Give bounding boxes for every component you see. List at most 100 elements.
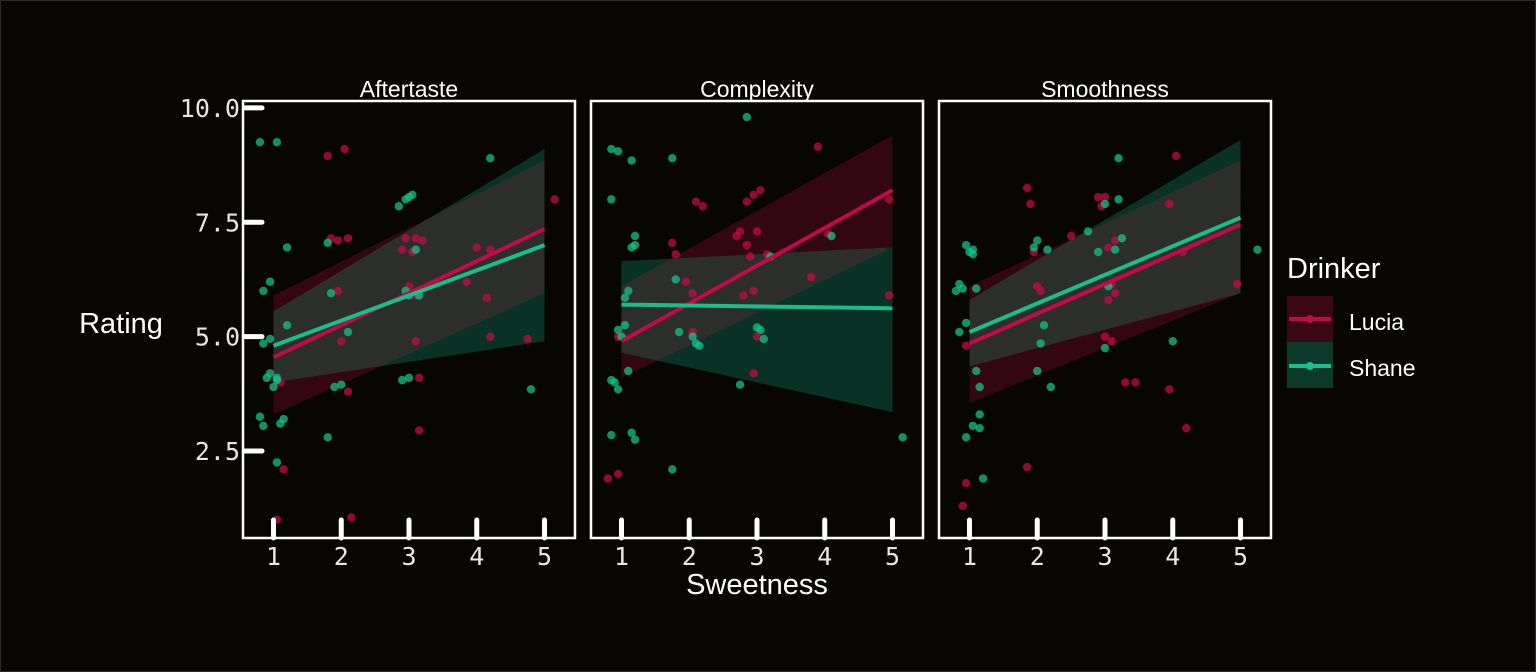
data-point-shane [695, 341, 704, 351]
legend-dot-lucia [1306, 315, 1314, 323]
data-point-lucia [749, 369, 758, 378]
y-tick-label: 10.0 [180, 94, 240, 123]
facet-title: Smoothness [1041, 76, 1169, 102]
legend: Drinker Lucia Shane [1287, 253, 1416, 388]
data-point-shane [323, 433, 332, 442]
data-point-shane [898, 433, 907, 442]
data-point-lucia [418, 236, 427, 245]
data-point-shane [674, 327, 684, 337]
data-point-shane [627, 428, 636, 437]
x-tick-label: 4 [1165, 542, 1180, 571]
data-point-shane [630, 240, 640, 250]
data-point-shane [265, 334, 275, 344]
data-point-shane [972, 366, 981, 376]
data-point-lucia [742, 197, 752, 206]
panel-smoothness: Smoothness 1 2 3 4 5 [937, 76, 1273, 571]
data-point-shane [735, 380, 745, 389]
data-point-lucia [472, 243, 481, 252]
x-tick-label: 2 [334, 542, 349, 571]
x-tick-label: 4 [817, 542, 832, 571]
data-point-lucia [671, 250, 680, 259]
data-point-shane [1100, 343, 1110, 353]
x-tick-label: 5 [885, 542, 900, 571]
data-point-lucia [550, 195, 559, 204]
x-tick-label: 1 [962, 542, 977, 571]
x-tick-label: 4 [469, 542, 484, 571]
data-point-shane [627, 156, 636, 165]
data-point-lucia [752, 227, 762, 236]
data-point-lucia [333, 286, 343, 296]
data-point-lucia [691, 197, 701, 206]
data-point-lucia [1022, 183, 1032, 193]
data-point-lucia [613, 469, 623, 479]
data-point-lucia [1107, 337, 1116, 346]
data-point-shane [408, 190, 417, 200]
data-point-lucia [884, 291, 894, 300]
data-point-shane [1083, 227, 1093, 236]
data-point-lucia [414, 426, 424, 435]
data-point-lucia [343, 234, 353, 243]
data-point-lucia [340, 144, 349, 154]
x-tick-label: 3 [401, 542, 416, 571]
x-tick-label: 2 [682, 542, 697, 571]
data-point-lucia [1121, 378, 1130, 387]
data-point-lucia [1182, 423, 1191, 433]
data-point-lucia [523, 334, 532, 344]
data-point-shane [279, 414, 288, 424]
data-point-shane [255, 137, 265, 147]
data-point-lucia [756, 186, 765, 195]
data-point-lucia [1232, 279, 1242, 289]
data-point-shane [265, 369, 275, 378]
trend-line-lucia [272, 227, 546, 360]
data-point-lucia [1110, 288, 1120, 298]
data-point-lucia [746, 252, 755, 261]
data-point-shane [668, 465, 677, 474]
data-point-shane [975, 382, 984, 392]
data-point-lucia [1036, 286, 1045, 296]
x-tick-label: 1 [614, 542, 629, 571]
data-point-shane [961, 318, 971, 328]
data-point-shane [624, 286, 633, 296]
data-point-lucia [279, 465, 288, 474]
data-point-shane [398, 375, 407, 385]
data-point-shane [1033, 236, 1042, 245]
data-point-shane [972, 284, 981, 293]
data-point-shane [688, 332, 697, 341]
data-point-lucia [1100, 192, 1110, 202]
x-tick-label: 1 [266, 542, 281, 571]
data-point-shane [1253, 245, 1262, 254]
data-point-lucia [961, 478, 971, 488]
data-point-lucia [1171, 151, 1181, 161]
data-point-shane [282, 321, 292, 330]
data-point-shane [961, 240, 971, 250]
data-point-lucia [813, 142, 823, 151]
data-point-shane [1117, 234, 1127, 243]
data-point-lucia [411, 337, 420, 346]
legend-title: Drinker [1287, 253, 1381, 285]
data-point-lucia [1026, 199, 1035, 209]
data-point-lucia [1104, 295, 1113, 305]
data-point-shane [613, 147, 623, 156]
panel-aftertaste: Aftertaste 1 2 3 4 5 [241, 76, 577, 571]
data-point-shane [330, 382, 339, 392]
data-point-shane [1100, 199, 1110, 209]
data-point-lucia [323, 151, 332, 161]
data-point-shane [624, 366, 633, 376]
data-point-lucia [681, 277, 691, 286]
data-point-shane [968, 245, 978, 254]
data-point-shane [1168, 337, 1177, 346]
data-point-shane [1110, 245, 1120, 254]
data-point-lucia [1131, 378, 1140, 387]
data-point-lucia [742, 240, 752, 250]
data-point-shane [671, 275, 680, 284]
data-point-shane [1043, 245, 1052, 254]
data-point-shane [255, 412, 265, 421]
data-point-lucia [1165, 385, 1174, 394]
data-point-shane [620, 293, 630, 302]
data-point-shane [1039, 321, 1049, 330]
data-point-shane [613, 325, 623, 334]
data-point-shane [630, 435, 640, 444]
data-point-lucia [1066, 231, 1076, 241]
data-point-shane [1114, 195, 1123, 204]
data-point-lucia [398, 245, 407, 254]
